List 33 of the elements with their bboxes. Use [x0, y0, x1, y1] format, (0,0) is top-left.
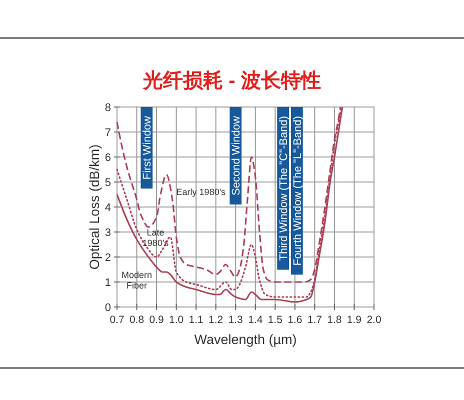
band-label: Fourth Window (The "L"-Band) — [292, 116, 304, 266]
band-label: Third Window (The "C"-Band) — [278, 116, 290, 261]
x-tick-label: 2.0 — [366, 314, 382, 326]
series-label: Modern Fiber — [122, 270, 152, 290]
x-tick-label: 1.0 — [169, 314, 184, 326]
y-tick-label: 7 — [104, 127, 111, 139]
y-tick-label: 3 — [104, 227, 111, 239]
x-tick-label: 1.8 — [327, 314, 342, 326]
y-tick-label: 1 — [104, 277, 111, 289]
y-tick-label: 2 — [104, 252, 111, 264]
series-label: Early 1980's — [176, 187, 226, 197]
band-label: Second Window — [230, 116, 243, 196]
x-tick-label: 1.6 — [288, 314, 302, 326]
y-tick-label: 8 — [104, 102, 111, 114]
y-tick-label: 6 — [104, 152, 111, 164]
x-tick-label: 0.9 — [149, 314, 164, 326]
x-tick-label: 1.9 — [346, 314, 362, 326]
y-tick-label: 0 — [104, 302, 111, 314]
x-tick-label: 1.5 — [268, 314, 283, 326]
x-tick-label: 1.1 — [188, 314, 204, 326]
x-tick-label: 0.7 — [110, 314, 124, 326]
x-tick-label: 0.8 — [129, 314, 144, 326]
x-tick-label: 1.2 — [208, 314, 224, 326]
x-tick-label: 1.7 — [307, 314, 322, 326]
chart-title: 光纤损耗 - 波长特性 — [142, 70, 321, 92]
x-tick-label: 1.3 — [228, 314, 244, 326]
y-tick-label: 4 — [104, 202, 111, 214]
x-axis-title: Wavelength (µm) — [194, 332, 297, 347]
series-label: Late 1980's — [142, 228, 170, 248]
y-axis-title: Optical Loss (dB/km) — [87, 144, 102, 270]
x-tick-label: 1.4 — [248, 314, 263, 326]
y-tick-label: 5 — [104, 177, 111, 189]
band-label: First Window — [142, 116, 154, 180]
